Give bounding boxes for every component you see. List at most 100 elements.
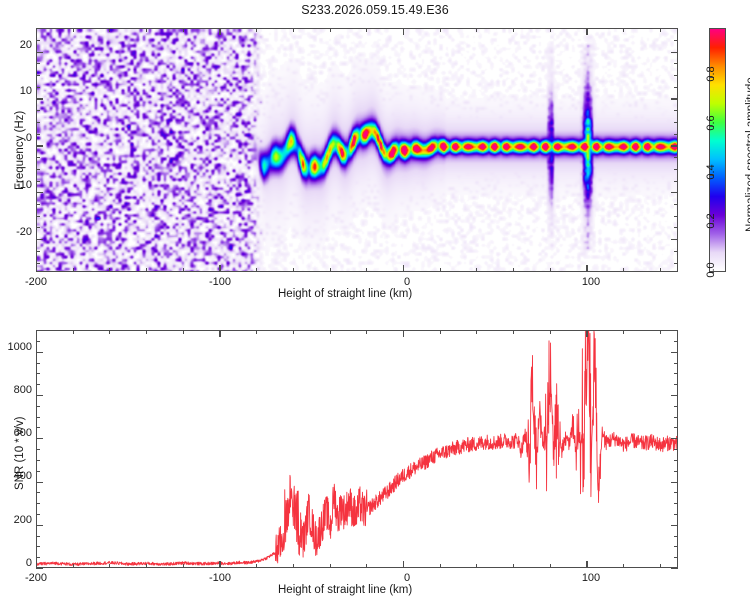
spectrogram-x-minor-tick	[109, 268, 111, 272]
snr-ytick-800: 800	[13, 384, 32, 396]
snr-y-minor-tick	[674, 492, 678, 494]
snr-y-major-tick	[671, 481, 678, 483]
snr-y-minor-tick	[36, 330, 40, 332]
snr-y-minor-tick	[674, 416, 678, 418]
spectrogram-y-minor-tick	[36, 110, 40, 112]
snr-x-minor-tick	[292, 330, 294, 334]
spectrogram-y-minor-tick	[674, 262, 678, 264]
snr-x-minor-tick	[623, 330, 625, 334]
spectrogram-y-minor-tick	[36, 133, 40, 135]
snr-y-minor-tick	[36, 470, 40, 472]
snr-plot-area	[36, 330, 678, 568]
snr-yaxis-label: SNR (10 * v/v)	[14, 416, 26, 491]
snr-x-minor-tick	[256, 564, 258, 568]
colorbar-tick-mark	[709, 76, 714, 79]
snr-y-minor-tick	[36, 492, 40, 494]
snr-x-minor-tick	[182, 330, 184, 334]
snr-x-major-tick	[402, 561, 405, 568]
spectrogram-y-minor-tick	[36, 74, 40, 76]
snr-ytick-400: 400	[13, 470, 32, 482]
spectrogram-x-major-tick	[402, 265, 405, 272]
snr-x-minor-tick	[623, 564, 625, 568]
snr-x-minor-tick	[439, 330, 441, 334]
colorbar	[709, 28, 726, 272]
spectrogram-y-major-tick	[671, 51, 678, 53]
spectrogram-y-minor-tick	[674, 180, 678, 182]
spectrogram-x-major-tick	[219, 28, 221, 35]
snr-x-minor-tick	[512, 330, 514, 334]
spectrogram-y-minor-tick	[36, 180, 40, 182]
snr-line	[37, 331, 677, 567]
snr-y-minor-tick	[36, 405, 40, 407]
snr-y-minor-tick	[36, 449, 40, 451]
spectrogram-y-minor-tick	[674, 250, 678, 252]
spectrogram-xtick-2: 0	[403, 276, 411, 288]
colorbar-tick-3: 0.6	[705, 115, 717, 131]
spectrogram-y-minor-tick	[36, 227, 40, 229]
snr-y-major-tick	[36, 524, 43, 526]
colorbar-tick-mark	[709, 223, 714, 225]
spectrogram-x-minor-tick	[439, 268, 441, 272]
spectrogram-x-minor-tick	[476, 28, 478, 32]
snr-ytick-600: 600	[13, 427, 32, 439]
snr-x-major-tick	[586, 330, 588, 337]
snr-x-major-tick	[586, 561, 588, 568]
snr-y-major-tick	[36, 568, 43, 570]
snr-y-minor-tick	[674, 373, 678, 375]
snr-x-minor-tick	[109, 330, 111, 334]
spectrogram-x-minor-tick	[512, 28, 514, 32]
spectrogram-y-minor-tick	[674, 133, 678, 135]
snr-y-minor-tick	[674, 340, 678, 342]
snr-xtick-3: 100	[581, 572, 601, 584]
spectrogram-y-minor-tick	[674, 227, 678, 229]
spectrogram-x-minor-tick	[366, 28, 368, 32]
spectrogram-y-minor-tick	[36, 63, 40, 65]
snr-y-minor-tick	[36, 503, 40, 505]
snr-x-minor-tick	[512, 564, 514, 568]
snr-y-minor-tick	[674, 362, 678, 364]
snr-y-minor-tick	[674, 546, 678, 548]
snr-x-minor-tick	[439, 564, 441, 568]
snr-x-minor-tick	[182, 564, 184, 568]
spectrogram-image	[37, 29, 677, 271]
spectrogram-x-minor-tick	[659, 268, 661, 272]
spectrogram-yaxis-label: Frequency (Hz)	[14, 110, 26, 190]
spectrogram-x-minor-tick	[72, 28, 74, 32]
spectrogram-y-major-tick	[36, 98, 43, 100]
snr-y-minor-tick	[36, 373, 40, 375]
spectrogram-y-minor-tick	[674, 157, 678, 159]
colorbar-tick-2: 0.4	[705, 164, 717, 180]
snr-y-major-tick	[36, 394, 43, 397]
spectrogram-y-minor-tick	[674, 110, 678, 112]
snr-y-minor-tick	[674, 557, 678, 559]
colorbar-tick-mark	[709, 174, 714, 176]
spectrogram-y-minor-tick	[36, 157, 40, 159]
colorbar-label: Normalized spectral amplitude	[745, 77, 750, 232]
spectrogram-y-minor-tick	[36, 39, 40, 41]
spectrogram-y-minor-tick	[36, 262, 40, 264]
spectrogram-xaxis-label: Height of straight line (km)	[278, 288, 413, 300]
snr-y-major-tick	[36, 481, 43, 483]
snr-x-minor-tick	[659, 564, 661, 568]
spectrogram-x-minor-tick	[292, 28, 294, 32]
spectrogram-x-minor-tick	[182, 28, 184, 32]
snr-y-minor-tick	[674, 470, 678, 472]
snr-x-major-tick	[36, 561, 38, 568]
snr-y-minor-tick	[36, 362, 40, 364]
snr-ytick-0: 0	[25, 557, 32, 569]
snr-x-minor-tick	[292, 564, 294, 568]
spectrogram-x-minor-tick	[256, 268, 258, 272]
spectrogram-y-major-tick	[671, 192, 678, 194]
snr-trace	[37, 331, 677, 567]
spectrogram-y-major-tick	[671, 145, 678, 147]
spectrogram-x-major-tick	[586, 28, 588, 35]
spectrogram-y-major-tick	[36, 145, 43, 147]
snr-y-minor-tick	[36, 513, 40, 515]
spectrogram-x-major-tick	[36, 28, 38, 35]
spectrogram-x-minor-tick	[256, 28, 258, 32]
spectrogram-plot-area	[36, 28, 678, 272]
snr-y-minor-tick	[36, 557, 40, 559]
snr-x-minor-tick	[659, 330, 661, 334]
snr-ytick-200: 200	[13, 514, 32, 526]
